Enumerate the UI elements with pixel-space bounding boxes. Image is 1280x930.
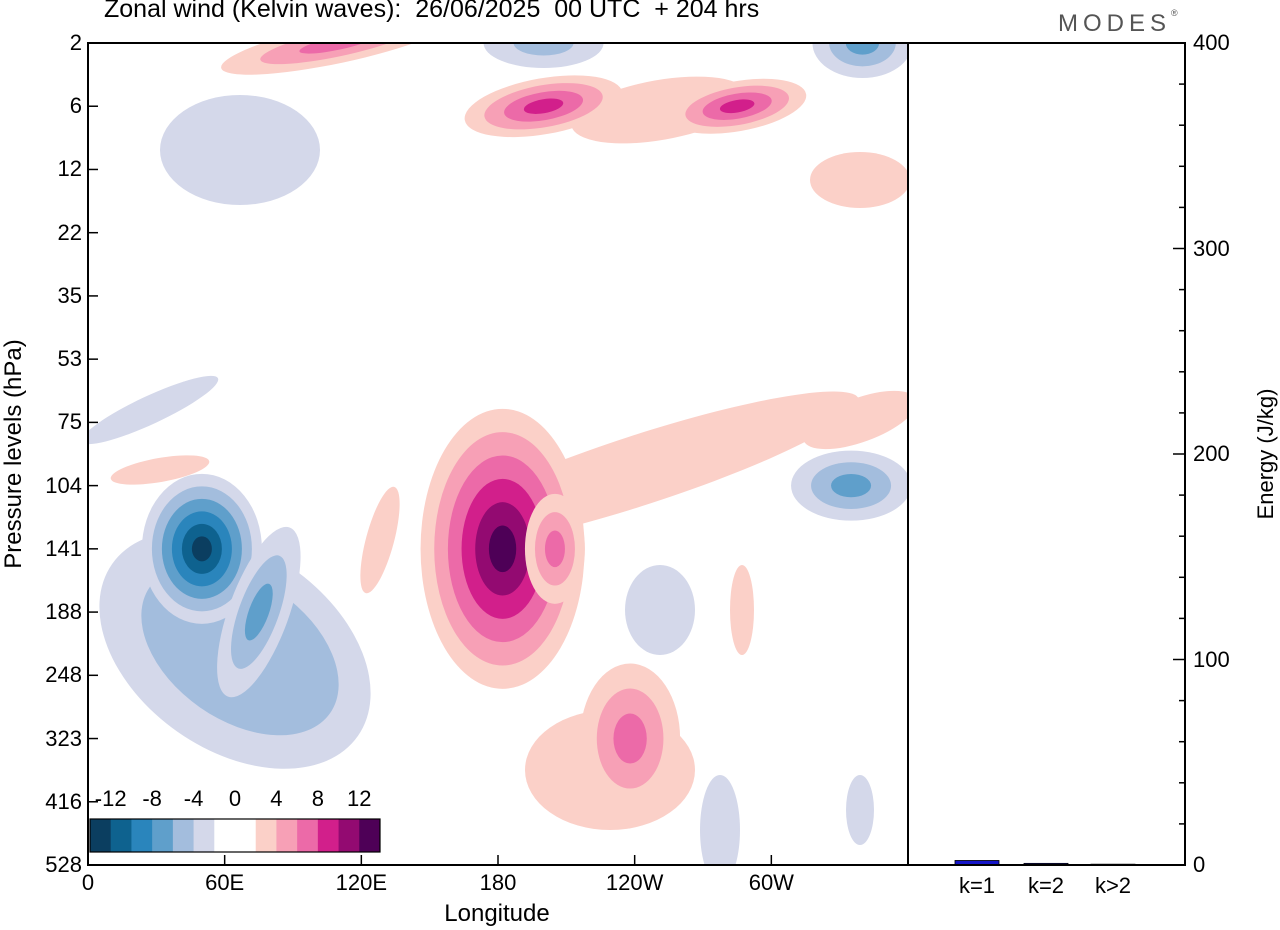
logo-mark: ® (1171, 8, 1178, 18)
colorbar-cell (152, 819, 174, 852)
x-axis-label: Longitude (444, 900, 550, 927)
bar-category-label: k>2 (1094, 873, 1132, 898)
colorbar-label: 4 (270, 786, 283, 811)
x-tick-label: 60W (748, 870, 794, 895)
contour-level (488, 525, 517, 573)
colorbar-cell (214, 819, 236, 852)
pos-streak-1 (730, 565, 754, 655)
contour-feature-0 (420, 408, 585, 689)
contour-feature-2 (217, 526, 301, 698)
colorbar-cell (255, 819, 277, 852)
y-tick-label: 323 (45, 725, 82, 751)
y-tick-label: 35 (57, 282, 82, 308)
y-tick-label: 416 (45, 788, 82, 814)
x-tick-label: 120E (335, 870, 388, 895)
y-axis-label: Pressure levels (hPa) (0, 339, 27, 569)
energy-tick-label: 400 (1193, 30, 1230, 55)
colorbar-cell (359, 819, 381, 852)
contour-level (845, 43, 880, 55)
contour-feature-7 (668, 78, 807, 134)
colorbar-label: -12 (94, 786, 127, 811)
energy-tick-label: 0 (1193, 852, 1206, 877)
contour-feature-5 (580, 663, 681, 814)
pos-streak-2 (360, 486, 400, 594)
energy-tick-label: 200 (1193, 441, 1230, 466)
x-tick-label: 180 (479, 870, 517, 895)
colorbar-cell (317, 819, 340, 852)
contour-level (299, 43, 378, 54)
colorbar-cell (90, 819, 112, 852)
wind-contour-field (88, 43, 908, 865)
pos-band-104 (110, 455, 210, 485)
pos-band-east (803, 390, 908, 450)
energy-axis-label: Energy (J/kg) (1253, 388, 1278, 520)
colorbar (89, 818, 381, 853)
y-tick-label: 2 (69, 30, 82, 55)
pos-upper-east (810, 152, 908, 208)
y-tick-label: 75 (57, 409, 82, 435)
x-tick-label: 120W (605, 870, 664, 895)
bar-category-label: k=1 (958, 873, 996, 898)
colorbar-cell (193, 819, 215, 852)
colorbar-cell (297, 819, 319, 852)
contour-level (244, 583, 273, 641)
y-tick-label: 528 (45, 852, 82, 877)
colorbar-cell (131, 819, 153, 852)
y-tick-label: 104 (45, 472, 82, 498)
contour-feature-3 (791, 450, 908, 521)
energy-tick-label: 100 (1193, 646, 1230, 672)
y-tick-label: 188 (45, 599, 82, 625)
x-tick-label: 60E (205, 870, 245, 895)
contour-level (191, 536, 212, 562)
logo-text: MODES (1058, 10, 1172, 37)
contour-level (831, 473, 872, 498)
colorbar-cell (276, 819, 298, 852)
neg-band-75 (88, 375, 219, 445)
contour-level (523, 98, 564, 114)
colorbar-cell (235, 819, 257, 852)
chart-title: Zonal wind (Kelvin waves): 26/06/2025 00… (104, 0, 760, 23)
contour-level (513, 43, 574, 56)
colorbar-frame (89, 818, 381, 853)
contour-level (719, 99, 755, 114)
colorbar-cell (110, 819, 132, 852)
energy-frame (907, 42, 1186, 866)
colorbar-cell (338, 819, 360, 852)
y-tick-label: 22 (57, 219, 82, 245)
energy-tick-label: 300 (1193, 235, 1230, 261)
x-tick-label: 0 (81, 870, 95, 895)
bar-category-label: k=2 (1027, 873, 1065, 898)
contour-feature-10 (812, 43, 908, 78)
y-tick-label: 248 (45, 662, 82, 688)
contour-feature-9 (483, 43, 604, 68)
contour-feature-6 (464, 75, 623, 138)
axis-ticks (87, 42, 1185, 866)
y-tick-label: 141 (45, 535, 82, 561)
modes-logo: MODES® (1058, 8, 1178, 38)
colorbar-label: 0 (228, 786, 242, 811)
neg-bottom-1 (700, 775, 740, 865)
neg-upper-west (160, 95, 320, 205)
y-tick-label: 53 (57, 346, 82, 372)
y-tick-label: 12 (57, 156, 82, 182)
colorbar-label: -4 (183, 786, 204, 811)
colorbar-label: 12 (347, 786, 372, 811)
colorbar-label: -8 (142, 786, 162, 811)
colorbar-cell (172, 819, 195, 852)
contour-level (613, 713, 647, 764)
contour-level (544, 530, 565, 568)
contour-feature-1 (141, 473, 262, 624)
neg-blob-mid (625, 565, 695, 655)
contour-feature-4 (524, 493, 585, 604)
colorbar-label: 8 (311, 786, 324, 811)
y-tick-label: 6 (69, 93, 82, 119)
neg-bottom-2 (846, 775, 874, 845)
